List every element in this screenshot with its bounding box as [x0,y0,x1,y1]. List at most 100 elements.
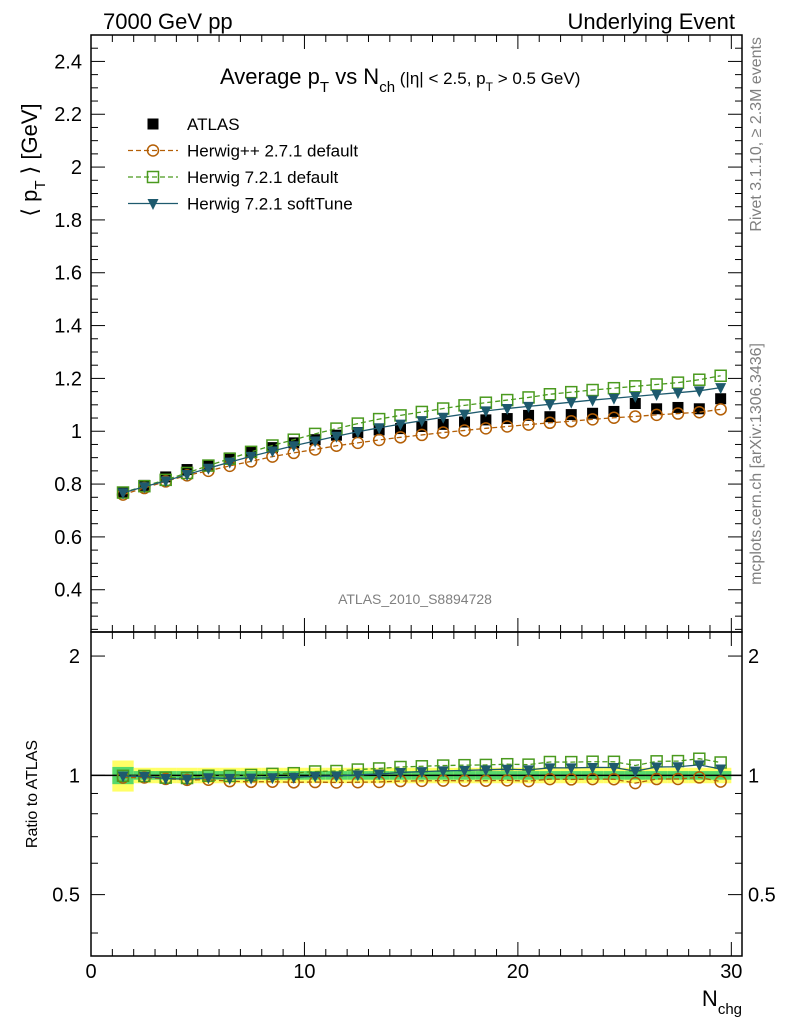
data-point-1 [415,428,429,442]
xlabel-sub: chg [718,1001,742,1018]
ratio-point-3 [523,765,535,777]
data-point-3 [629,391,641,403]
data-point-3 [693,386,705,398]
data-point-1 [436,426,450,439]
ratio-point-3 [437,766,449,778]
title-main: Average p [220,64,320,89]
ratio-point-1 [671,772,685,786]
data-point-3 [565,397,577,409]
data-point-3 [394,419,406,431]
legend-label-0: ATLAS [187,115,240,134]
legend-marker-0 [147,118,159,130]
data-point-0 [459,416,471,428]
data-point-3 [309,436,321,448]
data-point-3 [437,412,449,424]
x-tick-label: 20 [507,961,529,983]
data-point-1 [522,418,535,431]
ratio-point-3 [608,763,620,775]
data-point-3 [544,399,556,411]
data-point-2 [693,373,706,386]
ratio-y-axis-label: Ratio to ATLAS [24,740,41,848]
y-tick-label: 2.4 [54,51,82,73]
ratio-point-3 [202,773,214,785]
title-sub-t: T [320,79,329,96]
ratio-point-1 [693,771,706,784]
xlabel-main: N [702,986,718,1011]
data-point-2 [629,380,642,393]
header-left: 7000 GeV pp [103,9,233,34]
ratio-y-tick-labels: 0.5 0.5 1 1 2 2 [52,646,776,907]
title-sub-ch: ch [379,79,395,96]
ratio-point-3 [459,765,471,777]
data-point-1 [394,431,407,444]
legend: ATLAS Herwig++ 2.7.1 default Herwig 7.2.1 … [128,115,358,214]
x-tick-labels: 0 10 20 30 [85,961,742,983]
data-point-3 [352,427,364,439]
ratio-point-3 [544,763,556,775]
rivet-version-label: Rivet 3.1.10, ≥ 2.3M events [748,37,765,232]
y-tick-label: 0.8 [54,474,82,496]
ratio-y-tick-label-left: 2 [69,646,80,668]
title-cuts-a: (|η| < 2.5, p [395,69,486,88]
data-point-0 [715,393,727,405]
data-point-0 [523,409,535,421]
ratio-series-line-1 [123,776,721,784]
y-tick-label: 2.2 [54,104,82,126]
data-point-2 [543,388,557,401]
data-point-3 [181,470,193,482]
main-series-layer [116,369,727,501]
data-point-3 [202,463,214,475]
ratio-y-tick-label-right: 0.5 [748,885,776,907]
data-point-3 [501,404,513,416]
data-point-1 [714,403,727,416]
ratio-y-tick-label-left: 1 [69,765,80,787]
data-point-0 [608,405,620,417]
ratio-point-1 [714,775,727,788]
data-point-1 [671,407,685,420]
data-point-3 [373,423,385,435]
ylabel-close: ⟩ [GeV] [17,103,42,180]
legend-marker-2 [146,170,160,184]
data-point-2 [714,369,727,383]
ratio-point-3 [565,763,577,775]
ratio-point-3 [480,765,492,777]
data-point-3 [587,395,599,407]
ratio-point-3 [352,770,364,782]
series-line-2 [122,375,721,494]
ratio-point-3 [160,773,172,785]
data-point-3 [608,393,620,405]
ratio-point-3 [181,774,193,786]
ratio-point-3 [266,773,278,785]
y-tick-label: 0.6 [54,527,82,549]
data-point-3 [138,482,150,494]
ylabel-sub: T [32,180,49,189]
ratio-point-3 [651,762,663,774]
data-point-0 [629,398,641,410]
ratio-frame [90,631,743,957]
data-point-1 [607,411,621,425]
ratio-axis-ticks [90,632,742,956]
data-point-3 [672,388,684,400]
data-point-3 [715,383,727,395]
data-point-1 [629,410,642,423]
title-cuts-b: > 0.5 GeV) [493,69,580,88]
ratio-y-tick-label-left: 0.5 [52,885,80,907]
ratio-point-3 [373,769,385,781]
x-tick-label: 10 [293,961,315,983]
ratio-point-3 [138,771,150,783]
data-point-2 [607,381,621,395]
title-vs: vs N [329,64,379,89]
legend-label-1: Herwig++ 2.7.1 default [187,142,358,161]
data-point-3 [245,451,257,463]
data-point-1 [372,433,386,447]
data-point-3 [523,401,535,413]
y-tick-label: 1.4 [54,316,82,338]
y-axis-label: ⟨ pT ⟩ [GeV] [17,103,49,216]
title-cuts-sub: T [486,80,494,94]
data-point-2 [650,378,663,391]
y-tick-label: 1.6 [54,263,82,285]
ratio-point-3 [672,762,684,774]
data-point-3 [330,431,342,443]
main-y-tick-labels: 0.4 0.6 0.8 1 1.2 1.4 1.6 1.8 2 2.2 2.4 [54,51,82,601]
data-point-3 [651,390,663,402]
